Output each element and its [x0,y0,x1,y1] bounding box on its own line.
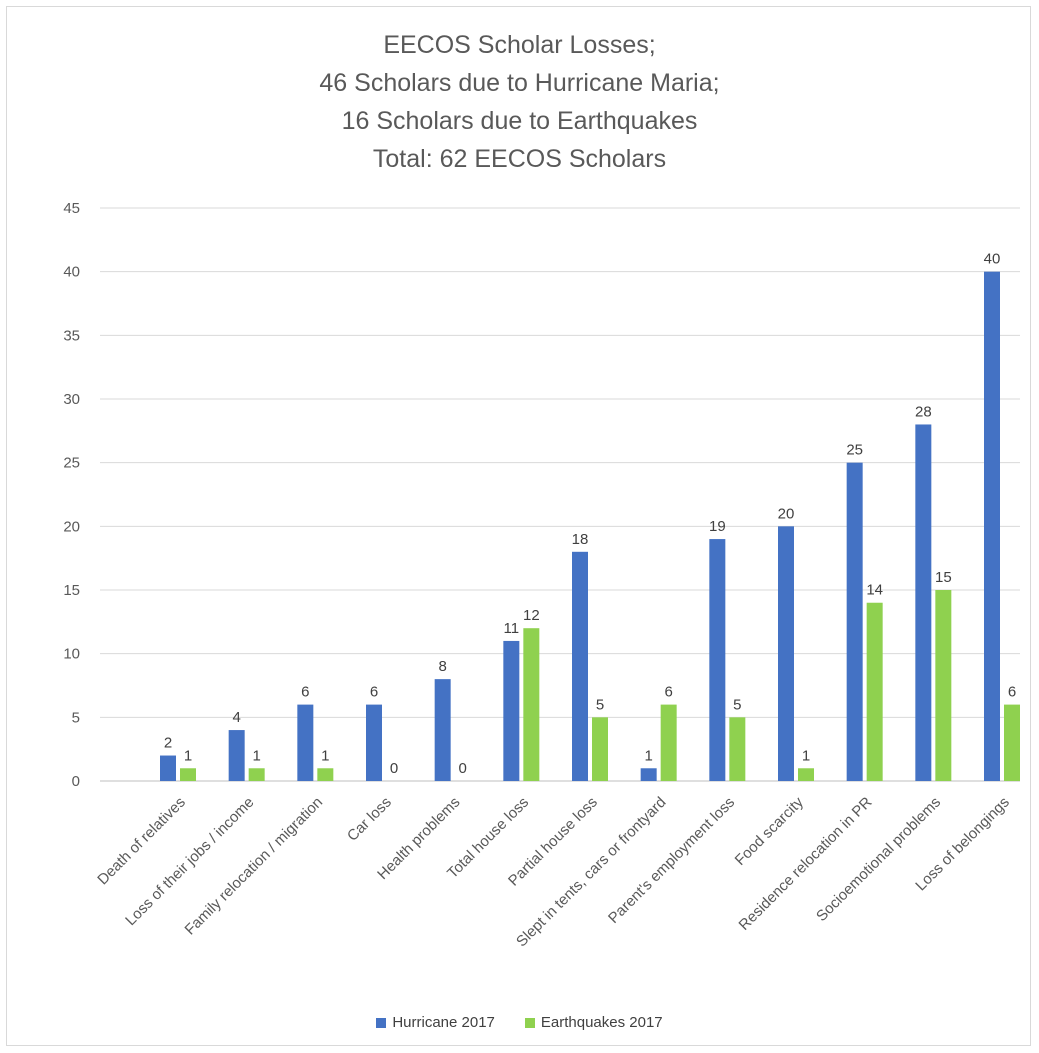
y-tick-label: 45 [63,200,80,217]
x-tick-label: Family relocation / migration [182,794,327,939]
y-tick-label: 5 [72,709,80,726]
bar-earthquakes [660,704,677,781]
data-label-earthquakes: 0 [458,760,466,777]
x-tick-label: Residence relocation in PR [736,794,876,934]
data-label-earthquakes: 1 [252,747,260,764]
bar-earthquakes [798,768,814,781]
x-tick-label: Socioemotional problems [813,794,944,925]
bar-earthquakes [1004,704,1020,781]
bar-earthquakes [729,717,746,781]
bar-hurricane [572,551,588,781]
data-label-hurricane: 2 [164,735,172,752]
bar-earthquakes [935,590,952,781]
legend-item-earthquakes: Earthquakes 2017 [524,1014,663,1031]
data-label-hurricane: 6 [301,684,309,701]
bar-hurricane [984,271,1000,781]
data-label-earthquakes: 0 [390,760,398,777]
bar-hurricane [846,462,863,781]
x-tick-label: Slept in tents, cars or frontyard [513,794,669,950]
legend-item-hurricane: Hurricane 2017 [376,1014,495,1031]
chart-legend: Hurricane 2017 Earthquakes 2017 [0,1014,1039,1031]
data-label-hurricane: 1 [644,747,652,764]
bar-hurricane [915,424,932,781]
bar-hurricane [709,539,726,781]
y-tick-label: 30 [63,391,80,408]
data-label-earthquakes: 5 [596,696,604,713]
bar-earthquakes [248,768,265,781]
data-label-hurricane: 18 [572,531,589,548]
x-tick-label: Car loss [344,794,395,845]
data-label-earthquakes: 1 [321,747,329,764]
x-tick-label: Parent's employment loss [605,794,738,927]
data-label-hurricane: 4 [232,709,240,726]
data-label-hurricane: 20 [778,505,795,522]
chart-title-line-3: 16 Scholars due to Earthquakes [341,107,698,135]
data-label-earthquakes: 6 [1008,684,1016,701]
chart-title-line-1: EECOS Scholar Losses; [383,31,656,59]
data-label-earthquakes: 1 [802,747,810,764]
bar-earthquakes [523,628,540,781]
bar-earthquakes [866,602,883,781]
bar-earthquakes [180,768,196,781]
y-tick-label: 10 [63,646,80,663]
legend-swatch-hurricane [376,1017,387,1028]
y-tick-label: 40 [63,264,80,281]
legend-label-earthquakes: Earthquakes 2017 [540,1014,663,1031]
data-label-earthquakes: 15 [935,569,952,586]
bar-hurricane [503,640,520,781]
chart-title-line-2: 46 Scholars due to Hurricane Maria; [319,69,720,97]
data-label-earthquakes: 12 [523,607,540,624]
bar-hurricane [778,526,794,781]
bar-hurricane [228,730,245,781]
bar-hurricane [366,704,382,781]
data-label-hurricane: 19 [709,518,726,535]
x-tick-label: Food scarcity [732,793,807,868]
legend-label-hurricane: Hurricane 2017 [392,1014,495,1031]
y-tick-label: 35 [63,327,80,344]
y-tick-label: 25 [63,455,80,472]
legend-swatch-earthquakes [524,1017,535,1028]
data-label-hurricane: 6 [370,684,378,701]
chart-title-line-4: Total: 62 EECOS Scholars [372,145,667,173]
x-tick-label: Loss of their jobs / income [122,794,257,929]
data-label-hurricane: 28 [915,403,932,420]
data-label-earthquakes: 6 [664,684,672,701]
chart-title: EECOS Scholar Losses; 46 Scholars due to… [0,26,1039,178]
bar-hurricane [434,679,451,781]
bar-earthquakes [592,717,608,781]
data-label-earthquakes: 1 [184,747,192,764]
data-label-hurricane: 40 [984,251,1001,268]
y-tick-label: 15 [63,582,80,599]
y-tick-label: 20 [63,518,80,535]
bar-hurricane [640,768,657,781]
bar-hurricane [160,755,176,781]
data-label-hurricane: 8 [438,658,446,675]
y-tick-label: 0 [72,773,80,790]
bar-hurricane [297,704,314,781]
data-label-earthquakes: 14 [866,582,883,599]
bar-earthquakes [317,768,334,781]
data-label-earthquakes: 5 [733,696,741,713]
data-label-hurricane: 11 [504,620,520,637]
data-label-hurricane: 25 [846,442,863,459]
